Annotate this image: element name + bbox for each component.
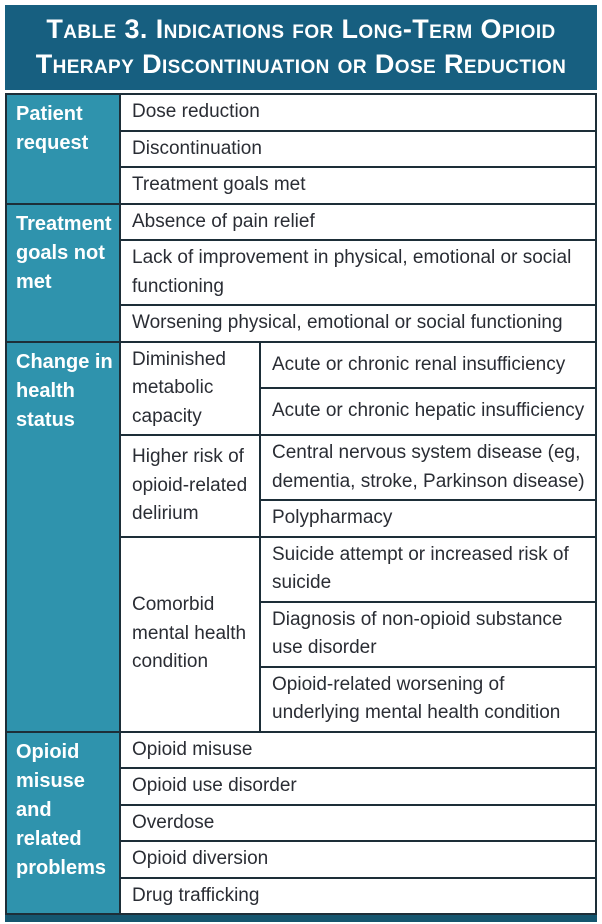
table-row: Opioid diversion	[6, 840, 597, 879]
table-row: Treatment goals met	[6, 166, 597, 205]
subgroup-label-cell: Diminished metabolic capacity	[119, 340, 261, 437]
indications-table: Patient request Dose reduction Discontin…	[5, 93, 597, 916]
detail-cell: Suicide attempt or increased risk of sui…	[259, 535, 597, 603]
table-row: Patient request Dose reduction	[5, 93, 597, 205]
table-row: Change in health status Diminished metab…	[5, 340, 597, 733]
table-row: Discontinuation	[6, 129, 597, 169]
row-cell: Lack of improvement in physical, emotion…	[119, 239, 597, 307]
subgroup-label-cell: Higher risk of opioid-related delirium	[119, 434, 261, 538]
table-row: Acute or chronic hepatic insufficiency	[6, 387, 597, 437]
table-row: Opioid-related worsening of underlying m…	[6, 665, 597, 733]
detail-cell: Polypharmacy	[259, 499, 597, 538]
detail-cell: Central nervous system disease (eg, deme…	[259, 434, 597, 502]
table-row: Polypharmacy	[6, 499, 597, 538]
table-row: Comorbid mental health condition Suicide…	[6, 535, 597, 733]
row-cell: Discontinuation	[119, 129, 597, 169]
detail-cell: Acute or chronic renal insufficiency	[259, 340, 597, 390]
table-row: Treatment goals not met Absence of pain …	[5, 202, 597, 343]
section-header-treatment-goals-not-met: Treatment goals not met	[5, 202, 121, 343]
detail-cell: Diagnosis of non-opioid substance use di…	[259, 600, 597, 668]
row-cell: Treatment goals met	[119, 166, 597, 205]
row-cell: Dose reduction	[119, 93, 597, 132]
row-cell: Absence of pain relief	[119, 202, 597, 242]
table-title-line-1: Table 3. Indications for Long-Term Opioi…	[46, 14, 556, 44]
table-row: Lack of improvement in physical, emotion…	[6, 239, 597, 307]
table-bottom-accent-bar	[5, 915, 597, 923]
table-title-line-2: Therapy Discontinuation or Dose Reductio…	[35, 48, 567, 79]
table-row: Opioid misuse and related problems Opioi…	[5, 730, 597, 916]
row-cell: Overdose	[119, 803, 597, 843]
row-cell: Opioid misuse	[119, 730, 597, 770]
table-row: Opioid use disorder	[6, 767, 597, 806]
table-title-bar: Table 3. Indications for Long-Term Opioi…	[5, 5, 597, 91]
detail-cell: Acute or chronic hepatic insufficiency	[259, 387, 597, 437]
detail-cell: Opioid-related worsening of underlying m…	[259, 665, 597, 733]
table-row: Higher risk of opioid-related delirium C…	[6, 434, 597, 538]
row-cell: Opioid diversion	[119, 840, 597, 879]
table-row: Drug trafficking	[6, 876, 597, 916]
table-row: Worsening physical, emotional or social …	[6, 304, 597, 343]
section-header-opioid-misuse: Opioid misuse and related problems	[5, 730, 121, 916]
row-cell: Opioid use disorder	[119, 767, 597, 806]
row-cell: Worsening physical, emotional or social …	[119, 304, 597, 343]
row-cell: Drug trafficking	[119, 876, 597, 916]
section-header-change-in-health-status: Change in health status	[5, 340, 121, 733]
section-header-patient-request: Patient request	[5, 93, 121, 205]
subgroup-label-cell: Comorbid mental health condition	[119, 535, 261, 733]
table-row: Diagnosis of non-opioid substance use di…	[6, 600, 597, 668]
table-row: Overdose	[6, 803, 597, 843]
